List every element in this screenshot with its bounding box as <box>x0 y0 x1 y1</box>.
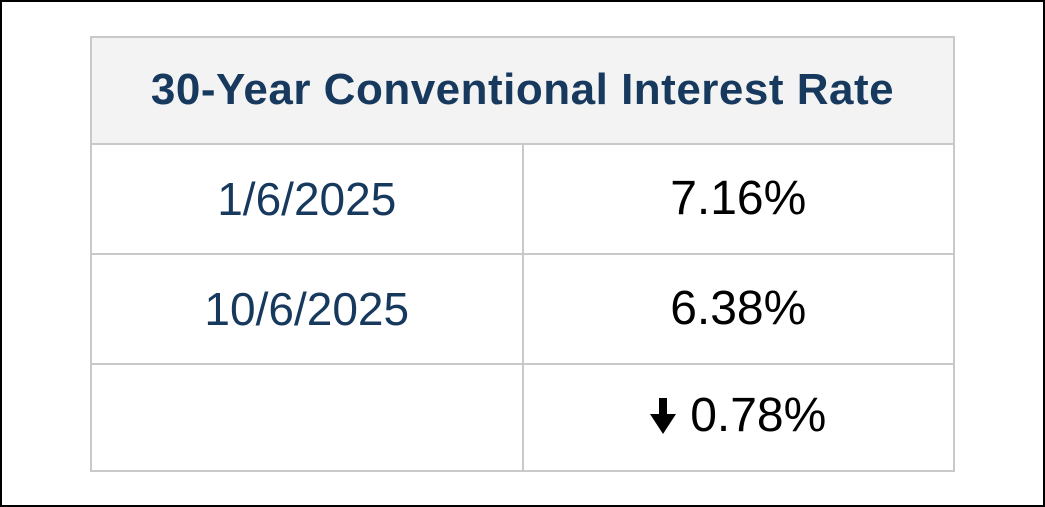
down-arrow-icon <box>650 397 677 434</box>
table-title: 30-Year Conventional Interest Rate <box>90 35 955 145</box>
table-header-row: 30-Year Conventional Interest Rate <box>90 35 955 145</box>
interest-rate-table: 30-Year Conventional Interest Rate 1/6/2… <box>90 35 955 472</box>
rate-cell: 6.38% <box>521 252 955 365</box>
table-row: 1/6/2025 7.16% <box>90 142 955 255</box>
change-content: 0.78% <box>650 388 826 443</box>
table-row-change: 0.78% <box>90 362 955 472</box>
change-value: 0.78% <box>690 389 827 443</box>
rate-cell: 7.16% <box>521 142 955 255</box>
change-cell: 0.78% <box>521 362 955 472</box>
date-cell: 1/6/2025 <box>90 142 524 255</box>
table-row: 10/6/2025 6.38% <box>90 252 955 365</box>
empty-cell <box>90 362 524 472</box>
date-cell: 10/6/2025 <box>90 252 524 365</box>
